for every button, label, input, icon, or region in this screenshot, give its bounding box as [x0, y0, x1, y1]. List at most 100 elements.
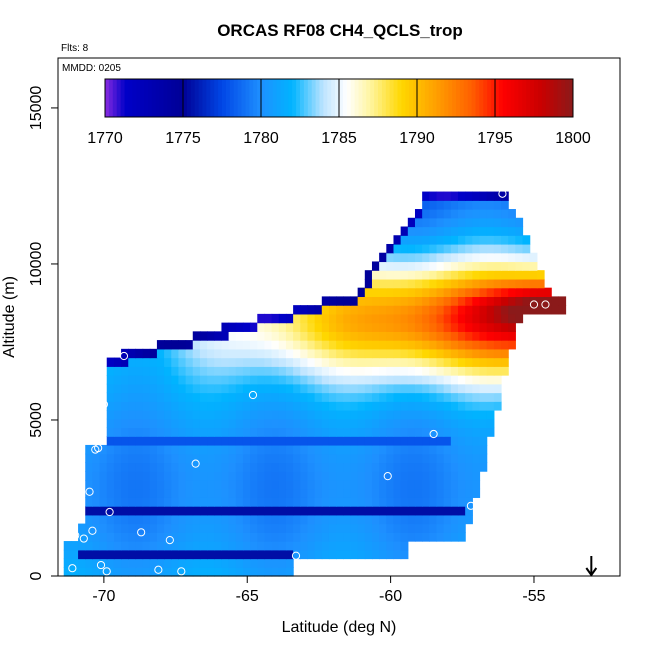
heatmap-cell — [457, 252, 466, 263]
heatmap-cell — [501, 200, 509, 210]
heatmap-cell — [407, 462, 416, 472]
colorbar-segment — [315, 79, 320, 117]
heatmap-cell — [536, 296, 545, 306]
heatmap-cell — [278, 558, 287, 568]
heatmap-cell — [479, 436, 488, 446]
heatmap-cell — [106, 392, 115, 402]
heatmap-cell — [472, 471, 481, 481]
heatmap-cell — [199, 497, 208, 507]
heatmap-cell — [400, 523, 409, 533]
heatmap-cell — [501, 217, 509, 228]
heatmap-cell — [457, 348, 466, 359]
heatmap-cell — [285, 532, 294, 542]
heatmap-cell — [343, 366, 352, 376]
heatmap-cell — [522, 235, 531, 245]
heatmap-cell — [285, 453, 294, 464]
colorbar-segment — [159, 79, 164, 117]
heatmap-cell — [121, 453, 129, 464]
heatmap-cell — [300, 340, 309, 350]
heatmap-cell — [293, 532, 301, 542]
heatmap-cell — [207, 462, 215, 472]
heatmap-cell — [443, 401, 452, 411]
heatmap-cell — [357, 296, 366, 306]
colorbar-segment — [132, 79, 137, 117]
heatmap-cell — [336, 532, 344, 542]
heatmap-cell — [85, 532, 94, 542]
heatmap-cell — [479, 243, 488, 254]
heatmap-cell — [221, 523, 230, 533]
heatmap-cell — [436, 401, 445, 411]
heatmap-cell — [314, 523, 323, 533]
heatmap-cell — [493, 191, 502, 201]
heatmap-cell — [393, 348, 402, 359]
heatmap-cell — [135, 392, 144, 402]
heatmap-cell — [350, 497, 359, 507]
heatmap-cell — [164, 488, 172, 498]
heatmap-cell — [486, 287, 495, 298]
heatmap-cell — [221, 567, 230, 577]
heatmap-cell — [336, 514, 344, 525]
heatmap-cell — [472, 331, 481, 341]
heatmap-cell — [529, 278, 538, 289]
heatmap-cell — [371, 261, 380, 271]
heatmap-cell — [285, 444, 294, 455]
heatmap-cell — [300, 348, 309, 359]
heatmap-cell — [250, 383, 258, 394]
heatmap-cell — [364, 471, 373, 481]
heatmap-cell — [221, 427, 230, 437]
heatmap-cell — [350, 409, 359, 420]
heatmap-cell — [293, 392, 301, 402]
y-tick-label: 0 — [28, 571, 45, 580]
heatmap-cell — [472, 392, 481, 402]
heatmap-cell — [300, 479, 309, 490]
heatmap-cell — [250, 418, 258, 429]
heatmap-cell — [379, 287, 387, 298]
heatmap-cell — [422, 523, 430, 533]
heatmap-cell — [386, 313, 395, 324]
heatmap-cell — [63, 541, 72, 551]
heatmap-cell — [85, 471, 94, 481]
heatmap-cell — [343, 471, 352, 481]
heatmap-cell — [328, 523, 337, 533]
heatmap-cell — [393, 453, 402, 464]
heatmap-cell — [271, 453, 280, 464]
heatmap-cell — [522, 305, 531, 315]
flight-point — [88, 526, 97, 535]
heatmap-cell — [207, 392, 215, 402]
heatmap-cell — [343, 506, 352, 516]
heatmap-cell — [364, 270, 373, 280]
heatmap-cell — [379, 313, 387, 324]
heatmap-cell — [285, 418, 294, 429]
heatmap-cell — [450, 427, 459, 437]
heatmap-cell — [393, 444, 402, 455]
heatmap-cell — [85, 558, 94, 568]
heatmap-cell — [156, 348, 165, 359]
colorbar-segment — [557, 79, 562, 117]
heatmap-cell — [171, 383, 180, 394]
heatmap-cell — [486, 392, 495, 402]
heatmap-cell — [328, 514, 337, 525]
heatmap-cell — [465, 427, 473, 437]
heatmap-cell — [321, 366, 330, 376]
flight-point — [498, 189, 507, 198]
heatmap-cell — [501, 278, 509, 289]
heatmap-cell — [300, 375, 309, 385]
heatmap-cell — [393, 331, 402, 341]
colorbar-segment — [183, 79, 188, 117]
colorbar-segment — [506, 79, 512, 117]
heatmap-cell — [343, 532, 352, 542]
heatmap-cell — [300, 427, 309, 437]
heatmap-cell — [457, 200, 466, 210]
heatmap-cell — [379, 549, 387, 560]
heatmap-cell — [357, 392, 366, 402]
heatmap-cell — [142, 436, 151, 446]
heatmap-cell — [336, 436, 344, 446]
heatmap-cell — [371, 523, 380, 533]
heatmap-cell — [429, 331, 438, 341]
heatmap-cell — [407, 523, 416, 533]
heatmap-cell — [407, 261, 416, 271]
heatmap-cell — [493, 313, 502, 324]
heatmap-cell — [271, 523, 280, 533]
heatmap-cell — [307, 436, 316, 446]
heatmap-cell — [271, 497, 280, 507]
